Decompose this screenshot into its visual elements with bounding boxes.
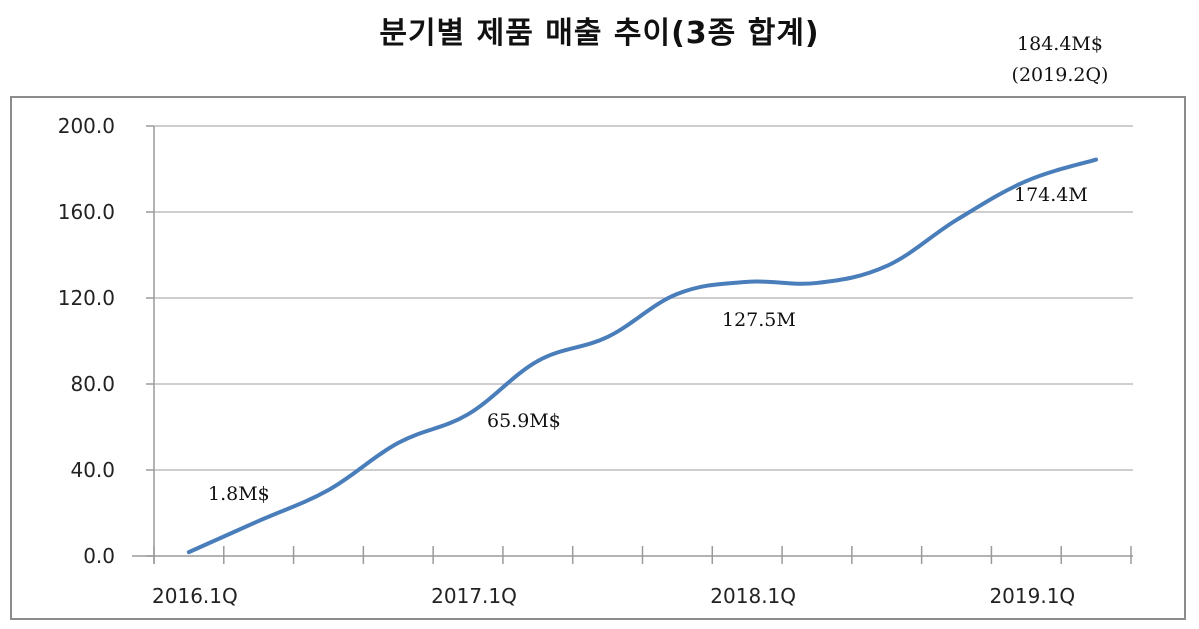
series-line	[186, 157, 1099, 555]
chart-frame	[10, 96, 1186, 620]
x-axis: 2016.1Q 2017.1Q 2018.1Q 2019.1Q	[132, 546, 1133, 608]
y-tick-label: 160.0	[58, 200, 115, 224]
chart-title: 분기별 제품 매출 추이(3종 합계)	[379, 16, 820, 51]
x-tick-label: 2018.1Q	[710, 584, 796, 608]
gridlines	[154, 125, 1133, 471]
x-tick-label: 2019.1Q	[989, 584, 1075, 608]
data-label: 127.5M	[722, 309, 796, 331]
y-tick-label: 40.0	[70, 458, 115, 482]
annotation-last-period: (2019.2Q)	[1011, 64, 1109, 86]
x-tick-label: 2016.1Q	[152, 584, 238, 608]
y-tick-label: 120.0	[58, 286, 115, 310]
y-tick-label: 200.0	[58, 114, 115, 138]
data-label: 65.9M$	[487, 410, 561, 432]
data-labels: 1.8M$ 65.9M$ 127.5M 174.4M	[208, 184, 1088, 505]
y-tick-label: 80.0	[70, 372, 115, 396]
y-tick-label: 0.0	[83, 544, 115, 568]
x-tick-label: 2017.1Q	[431, 584, 517, 608]
annotation-last-value: 184.4M$	[1017, 33, 1103, 55]
data-label: 174.4M	[1014, 184, 1088, 206]
y-axis-ticks: 0.0 40.0 80.0 120.0 160.0 200.0	[58, 114, 155, 568]
data-label: 1.8M$	[208, 483, 270, 505]
